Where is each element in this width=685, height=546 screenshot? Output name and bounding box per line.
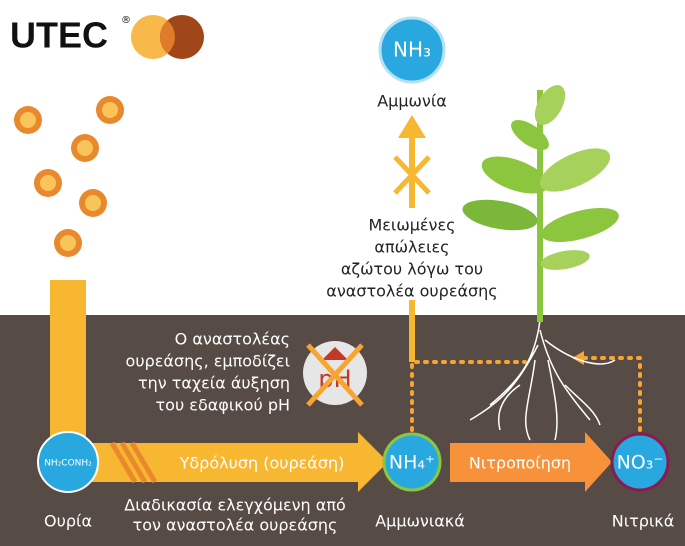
logo-text: UTEC xyxy=(10,15,108,56)
note-line: αναστολέα ουρεάσης xyxy=(326,282,497,301)
note-line: ουρεάσης, εμποδίζει xyxy=(126,352,290,371)
nitrate-formula: NO₃⁻ xyxy=(617,452,664,474)
nitrification-label: Νιτροποίηση xyxy=(469,454,571,473)
nitrate-label: Νιτρικά xyxy=(612,512,675,531)
hydrolysis-label: Υδρόλυση (ουρεάση) xyxy=(179,454,345,473)
note-line: τον αναστολέα ουρεάσης xyxy=(133,516,338,535)
ammonium-label: Αμμωνιακά xyxy=(375,512,465,531)
note-line: απώλειες xyxy=(374,238,449,257)
note-line: Διαδικασία ελεγχόμενη από xyxy=(124,496,346,515)
ammonium-formula: NH₄⁺ xyxy=(389,452,435,474)
note-line: Μειωμένες xyxy=(368,216,455,235)
note-line: αζώτου λόγω του xyxy=(341,260,483,279)
ammonia-label: Αμμωνία xyxy=(377,92,447,111)
diagram: UTEC ® Υδρόλυση (ουρεάση) Νιτροποίηση xyxy=(0,0,685,546)
note-line: Ο αναστολέας xyxy=(175,330,290,349)
urea-formula: NH₂CONH₂ xyxy=(44,459,92,469)
note-line: του εδαφικού pH xyxy=(156,396,290,415)
logo-mark: ® xyxy=(121,15,131,26)
note-line: την ταχεία άυξηση xyxy=(138,374,290,393)
urea-label: Ουρία xyxy=(44,512,92,531)
ammonia-formula: NH₃ xyxy=(393,38,431,62)
